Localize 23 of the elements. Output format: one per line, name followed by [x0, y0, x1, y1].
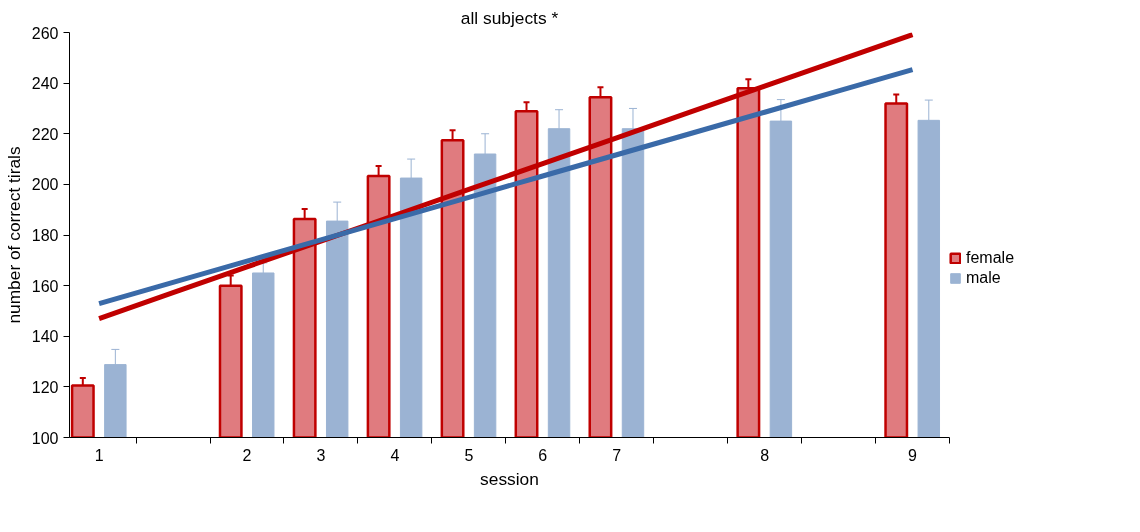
- y-tick-label: 240: [31, 75, 59, 93]
- y-tick-label: 180: [31, 227, 59, 244]
- y-tick-label: 120: [31, 378, 59, 396]
- chart-title: all subjects *: [460, 7, 559, 28]
- x-tick-label: 5: [464, 446, 474, 464]
- y-tick-label: 260: [31, 24, 59, 42]
- y-tick-label: 100: [31, 429, 59, 447]
- x-tick-label: 1: [94, 446, 104, 464]
- y-tick-label: 140: [31, 328, 59, 346]
- legend-label: male: [966, 269, 1001, 287]
- x-tick-label: 4: [390, 446, 400, 464]
- x-tick-label: 8: [760, 446, 770, 464]
- x-tick-label: 2: [242, 446, 252, 464]
- legend-label: female: [966, 249, 1015, 267]
- y-tick-label: 160: [31, 277, 59, 295]
- x-tick-label: 9: [908, 446, 918, 464]
- x-tick-label: 6: [538, 446, 548, 464]
- x-tick-label: 7: [612, 446, 622, 464]
- x-axis-title: session: [480, 468, 539, 489]
- y-tick-label: 220: [31, 125, 59, 143]
- y-axis-title: number of correct tirals: [3, 146, 24, 324]
- y-tick-label: 200: [31, 176, 59, 194]
- x-tick-label: 3: [316, 446, 326, 464]
